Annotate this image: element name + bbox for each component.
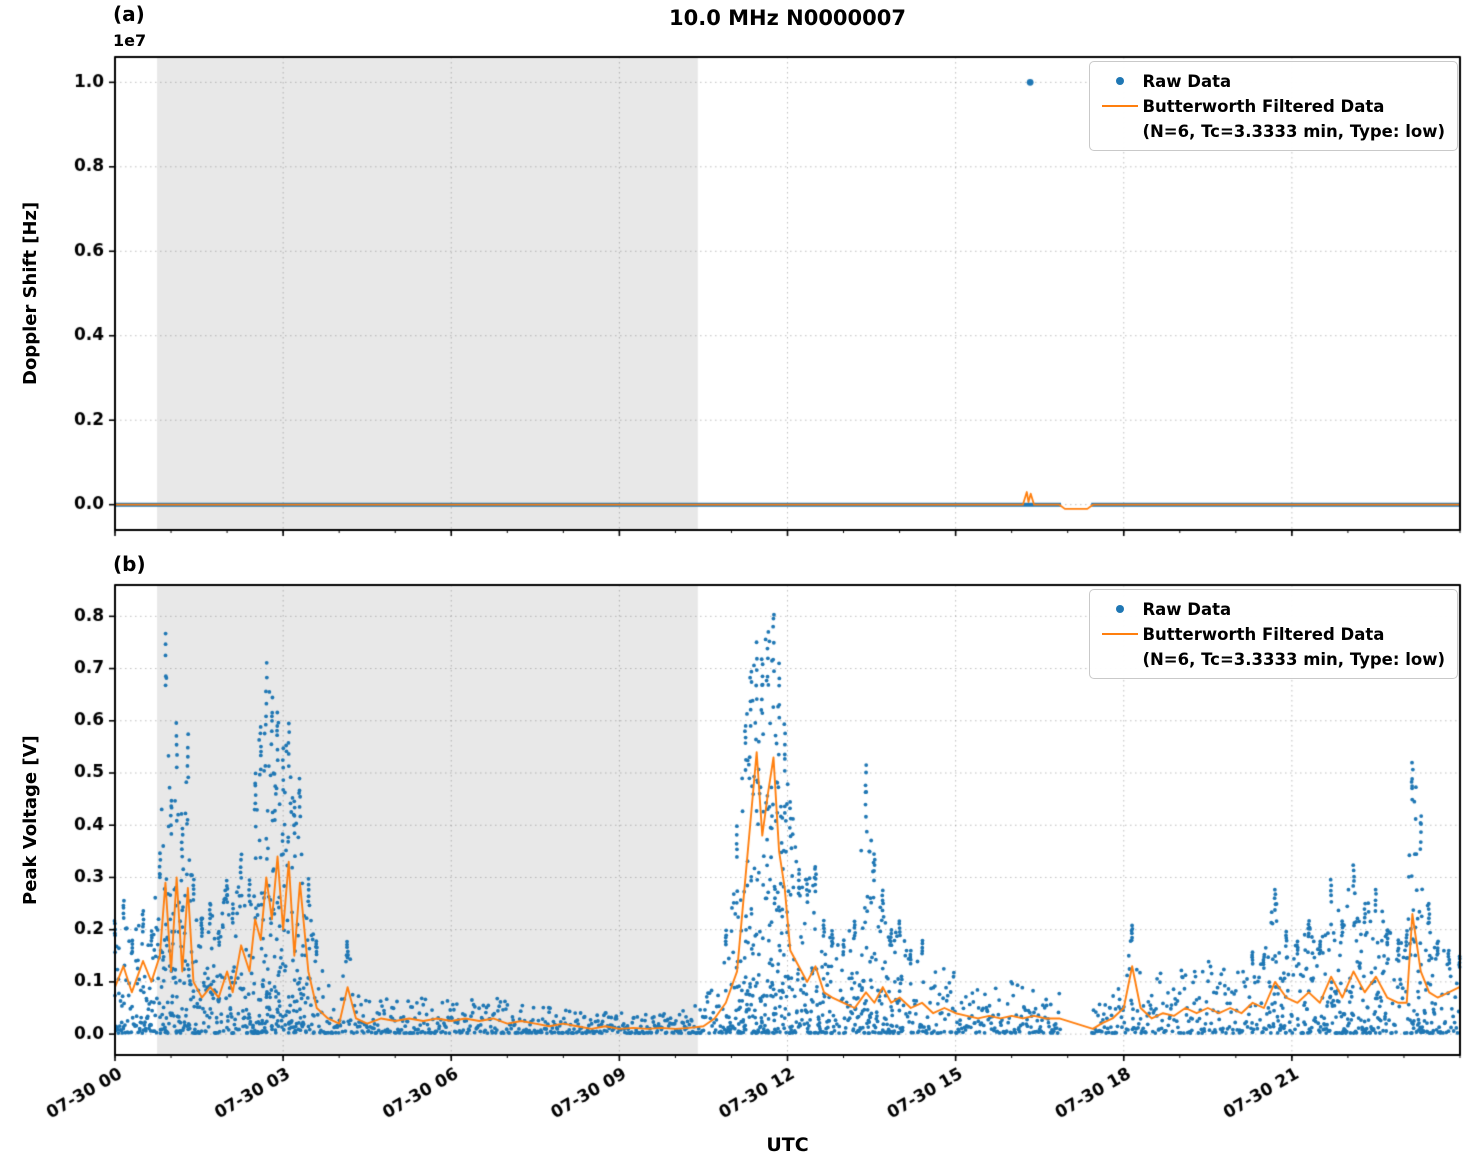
legend-row-filtered: Butterworth Filtered Data [1098,622,1445,646]
legend-marker-cell [1098,605,1142,613]
legend-row-filtered-sub: (N=6, Tc=3.3333 min, Type: low) [1098,119,1445,143]
legend-filtered-sublabel: (N=6, Tc=3.3333 min, Type: low) [1142,649,1445,669]
legend-row-filtered: Butterworth Filtered Data [1098,94,1445,118]
raw-data-dot-icon [1116,77,1125,85]
panel-b-ylabel: Peak Voltage [V] [20,735,41,905]
x-axis-label: UTC [766,1134,809,1156]
panel-b-label: (b) [113,552,146,576]
legend-raw-label: Raw Data [1142,71,1232,91]
legend-marker-cell [1098,633,1142,635]
legend-row-raw: Raw Data [1098,69,1445,93]
legend-marker-cell [1098,105,1142,107]
legend-raw-label: Raw Data [1142,599,1232,619]
legend-marker-cell [1098,77,1142,85]
legend-filtered-label: Butterworth Filtered Data [1142,96,1385,116]
filtered-line-icon [1102,105,1139,107]
panel-a-legend: Raw Data Butterworth Filtered Data (N=6,… [1089,61,1458,151]
raw-data-dot-icon [1116,605,1125,613]
panel-a-label: (a) [113,2,145,26]
y-offset-text: 1e7 [113,31,147,50]
filtered-line-icon [1102,633,1139,635]
panel-a-ylabel: Doppler Shift [Hz] [20,201,41,386]
chart-title: 10.0 MHz N0000007 [669,6,906,30]
legend-filtered-label: Butterworth Filtered Data [1142,624,1385,644]
panel-b-legend: Raw Data Butterworth Filtered Data (N=6,… [1089,589,1458,679]
legend-filtered-sublabel: (N=6, Tc=3.3333 min, Type: low) [1142,121,1445,141]
legend-row-filtered-sub: (N=6, Tc=3.3333 min, Type: low) [1098,647,1445,671]
legend-row-raw: Raw Data [1098,597,1445,621]
